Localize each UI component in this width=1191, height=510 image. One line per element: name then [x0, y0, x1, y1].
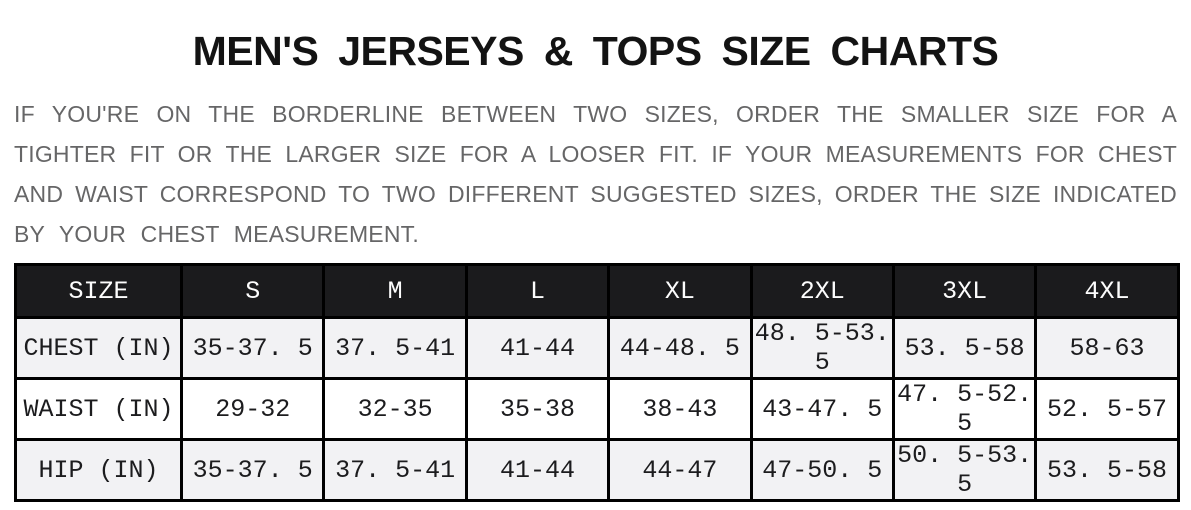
header-cell-size: SIZE	[14, 263, 183, 319]
size-chart-page: MEN'S JERSEYS & TOPS SIZE CHARTS IF YOU'…	[0, 30, 1191, 510]
header-cell-m: M	[322, 263, 468, 319]
value-cell: 47-50. 5	[749, 438, 895, 502]
value-cell: 44-48. 5	[607, 316, 753, 380]
value-cell: 38-43	[607, 377, 753, 441]
value-cell: 58-63	[1034, 316, 1180, 380]
value-cell: 53. 5-58	[1034, 438, 1180, 502]
value-cell: 29-32	[179, 377, 326, 441]
value-cell: 37. 5-41	[322, 316, 468, 380]
header-cell-xl: XL	[607, 263, 753, 319]
row-label-hip: HIP (IN)	[14, 438, 183, 502]
intro-line: TIGHTER FIT OR THE LARGER SIZE FOR A LOO…	[14, 141, 1177, 167]
header-cell-s: S	[179, 263, 326, 319]
value-cell: 41-44	[464, 316, 611, 380]
header-cell-l: L	[464, 263, 611, 319]
value-cell: 32-35	[322, 377, 468, 441]
value-cell: 35-37. 5	[179, 438, 326, 502]
value-cell: 44-47	[607, 438, 753, 502]
value-cell: 35-38	[464, 377, 611, 441]
value-cell: 47. 5-52. 5	[891, 377, 1038, 441]
value-cell: 48. 5-53. 5	[749, 316, 895, 380]
value-cell: 41-44	[464, 438, 611, 502]
size-chart-header-row: SIZE S M L XL 2XL 3XL 4XL	[14, 263, 1180, 319]
value-cell: 37. 5-41	[322, 438, 468, 502]
header-cell-4xl: 4XL	[1034, 263, 1180, 319]
row-label-waist: WAIST (IN)	[14, 377, 183, 441]
table-row-hip: HIP (IN) 35-37. 5 37. 5-41 41-44 44-47 4…	[14, 438, 1180, 502]
value-cell: 52. 5-57	[1034, 377, 1180, 441]
intro-line: IF YOU'RE ON THE BORDERLINE BETWEEN TWO …	[14, 101, 1177, 127]
value-cell: 35-37. 5	[179, 316, 326, 380]
intro-line: AND WAIST CORRESPOND TO TWO DIFFERENT SU…	[14, 181, 1177, 207]
table-row-chest: CHEST (IN) 35-37. 5 37. 5-41 41-44 44-48…	[14, 316, 1180, 380]
page-title: MEN'S JERSEYS & TOPS SIZE CHARTS	[192, 28, 999, 74]
intro-paragraph: IF YOU'RE ON THE BORDERLINE BETWEEN TWO …	[14, 94, 1177, 254]
intro-line: BY YOUR CHEST MEASUREMENT.	[14, 221, 419, 247]
value-cell: 53. 5-58	[891, 316, 1038, 380]
row-label-chest: CHEST (IN)	[14, 316, 183, 380]
size-chart-table: SIZE S M L XL 2XL 3XL 4XL CHEST (IN) 35-…	[14, 263, 1180, 502]
size-chart-container: SIZE S M L XL 2XL 3XL 4XL CHEST (IN) 35-…	[14, 263, 1180, 502]
header-cell-3xl: 3XL	[891, 263, 1038, 319]
header-cell-2xl: 2XL	[749, 263, 895, 319]
table-row-waist: WAIST (IN) 29-32 32-35 35-38 38-43 43-47…	[14, 377, 1180, 441]
value-cell: 50. 5-53. 5	[891, 438, 1038, 502]
value-cell: 43-47. 5	[749, 377, 895, 441]
